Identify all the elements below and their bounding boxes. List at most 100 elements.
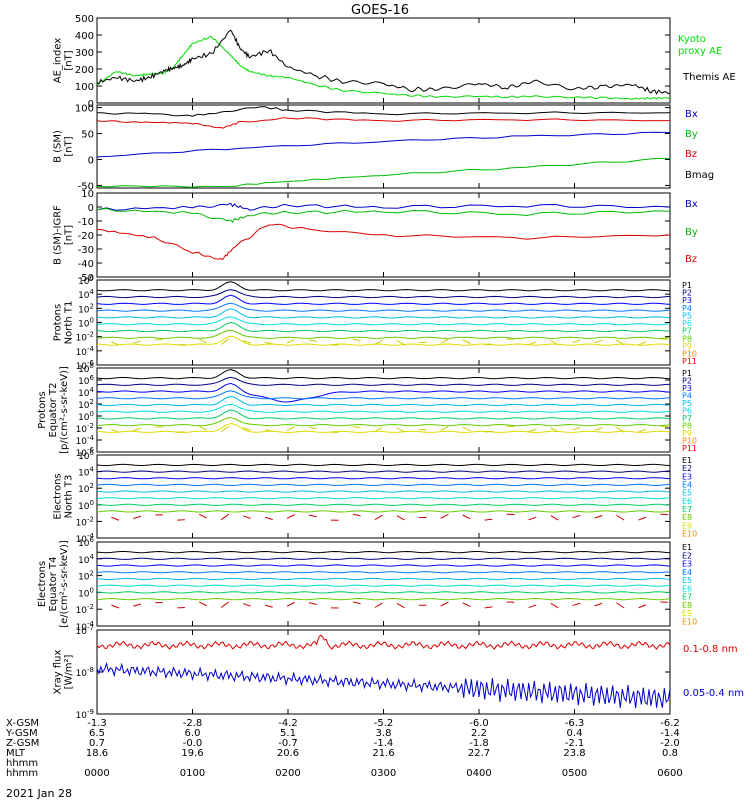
- protons-t2-sparse-channel: [616, 426, 625, 433]
- legend-xray-long: 0.1-0.8 nm: [683, 644, 738, 655]
- y-tick-label: 200: [75, 65, 94, 76]
- y-tick-label: 100: [78, 317, 94, 330]
- y-tick-label: 102: [78, 482, 94, 495]
- protons-t2-legend-P7: P7: [682, 414, 692, 423]
- y-tick-label: 100: [75, 82, 94, 93]
- svg-text:North T1: North T1: [64, 301, 75, 345]
- ephem-cell: -0.7: [278, 738, 298, 749]
- electrons-t4-channel-E5: [96, 577, 671, 581]
- xray-line-long: [96, 634, 671, 650]
- y-tick-label: -10: [78, 217, 94, 228]
- protons-t1-sparse-channel: [111, 341, 120, 346]
- svg-text:[p/(cm²-s-sr-keV)]: [p/(cm²-s-sr-keV)]: [59, 366, 70, 454]
- electrons-t3-sparse-channel: [133, 515, 142, 520]
- protons-t1-legend-P11: P11: [682, 357, 697, 366]
- y-tick-label: 106: [78, 274, 94, 287]
- y-tick-label: 102: [78, 570, 94, 583]
- protons-t1-sparse-channel: [308, 339, 317, 343]
- protons-t1-channel-P6: [96, 316, 671, 326]
- ephem-cell: 22.7: [468, 748, 490, 759]
- y-tick-label: 10-2: [76, 331, 94, 344]
- bsm-panel-ylabel: B (SM) [nT]: [53, 130, 75, 163]
- electrons-t4-panel-ylabel: Electrons Equator T4 [e/(cm²-s-sr-keV)]: [37, 540, 70, 628]
- protons-t1-sparse-channel: [374, 339, 383, 345]
- electrons-t4-legend-E7: E7: [682, 593, 692, 602]
- protons-t2-sparse-channel: [111, 428, 120, 433]
- y-tick-label: 104: [78, 386, 94, 399]
- electrons-t4-legend-E6: E6: [682, 584, 692, 593]
- bsm-line-bx: [96, 131, 671, 158]
- y-tick-label: 10-2: [76, 603, 94, 616]
- y-tick-label: 100: [78, 410, 94, 423]
- electrons-t4-legend-E2: E2: [682, 551, 692, 560]
- electrons-t3-legend-E4: E4: [682, 481, 692, 490]
- electrons-t3-sparse-channel: [638, 516, 647, 521]
- ephem-cell: -1.4: [374, 738, 394, 749]
- svg-text:[nT]: [nT]: [64, 136, 75, 156]
- electrons-t4-channel-E4: [96, 571, 671, 574]
- legend-kyoto: Kyoto: [678, 34, 706, 45]
- protons-t1-legend-P2: P2: [682, 289, 692, 298]
- protons-t2-legend-P11: P11: [682, 444, 697, 453]
- svg-text:[e/(cm²-s-sr-keV)]: [e/(cm²-s-sr-keV)]: [59, 540, 70, 628]
- protons-t2-legend-P5: P5: [682, 399, 692, 408]
- y-tick-label: 10: [81, 189, 94, 200]
- electrons-t4-channel-E3: [96, 564, 671, 567]
- svg-text:Equator T4: Equator T4: [48, 557, 59, 612]
- ephem-cell: -1.8: [469, 738, 489, 749]
- electrons-t3-sparse-channel: [572, 515, 581, 519]
- protons-t2-sparse-channel: [594, 427, 603, 431]
- ae-panel-ylabel: AE_index [nT]: [53, 38, 75, 84]
- electrons-t3-channel-E4: [96, 483, 671, 487]
- electrons-t4-sparse-channel: [286, 601, 295, 607]
- ephem-cell: 0.4: [567, 728, 583, 739]
- ephem-cell: 0000: [84, 768, 109, 779]
- electrons-t3-sparse-channel: [550, 515, 559, 521]
- y-tick-label: 106: [78, 536, 94, 549]
- protons-t2-channel-P5: [96, 395, 671, 407]
- protons-t1-legend-P6: P6: [682, 319, 692, 328]
- y-tick-label: -40: [78, 259, 94, 270]
- ephem-row-label: MLT: [6, 748, 26, 759]
- themis-ae-line: [96, 29, 671, 96]
- electrons-t4-legend-E8: E8: [682, 601, 692, 610]
- protons-t2-legend-P4: P4: [682, 392, 692, 401]
- electrons-t3-sparse-channel: [528, 516, 537, 521]
- bigrf-line-bx: [96, 202, 671, 211]
- electrons-t4-channel-E6: [96, 584, 671, 587]
- protons-t1-sparse-channel: [550, 339, 559, 346]
- ephem-cell: 0300: [371, 768, 396, 779]
- electrons-t4-sparse-channel: [352, 601, 361, 605]
- y-tick-label: 100: [78, 499, 94, 512]
- electrons-t3-sparse-channel: [440, 513, 449, 519]
- ephem-cell: 0100: [180, 768, 205, 779]
- y-tick-label: 10-2: [76, 422, 94, 435]
- ephem-cell: -1.3: [87, 718, 107, 729]
- ephem-cell: 0.7: [89, 738, 105, 749]
- protons-t1-sparse-channel: [440, 338, 449, 344]
- y-tick-label: 10-8: [76, 666, 94, 679]
- protons-t1-legend-P9: P9: [682, 342, 692, 351]
- protons-t2-sparse-channel: [308, 426, 317, 430]
- ephem-cell: -2.8: [183, 718, 203, 729]
- kyoto-ae-line: [96, 35, 671, 100]
- electrons-t3-sparse-channel: [111, 516, 120, 521]
- electrons-t4-sparse-channel: [528, 604, 537, 609]
- protons-t1-panel-ylabel: Protons North T1: [53, 301, 75, 345]
- electrons-t3-sparse-channel: [242, 515, 251, 519]
- y-tick-label: 108: [78, 362, 94, 375]
- protons-t1-sparse-channel: [264, 341, 273, 345]
- ephem-cell: 0200: [275, 768, 300, 779]
- electrons-t3-legend-E1: E1: [682, 456, 692, 465]
- electrons-t3-legend-E7: E7: [682, 505, 692, 514]
- y-tick-label: 10-2: [76, 515, 94, 528]
- electrons-t3-sparse-channel: [594, 515, 603, 519]
- protons-t2-legend-P6: P6: [682, 407, 692, 416]
- protons-t1-sparse-channel: [484, 343, 493, 346]
- protons-t2-sparse-channel: [484, 430, 493, 433]
- y-tick-label: 102: [78, 398, 94, 411]
- ephem-cell: 0600: [657, 768, 682, 779]
- protons-t2-channel-P7: [96, 409, 671, 420]
- protons-t2-sparse-channel: [638, 428, 647, 433]
- y-tick-label: 500: [75, 14, 94, 25]
